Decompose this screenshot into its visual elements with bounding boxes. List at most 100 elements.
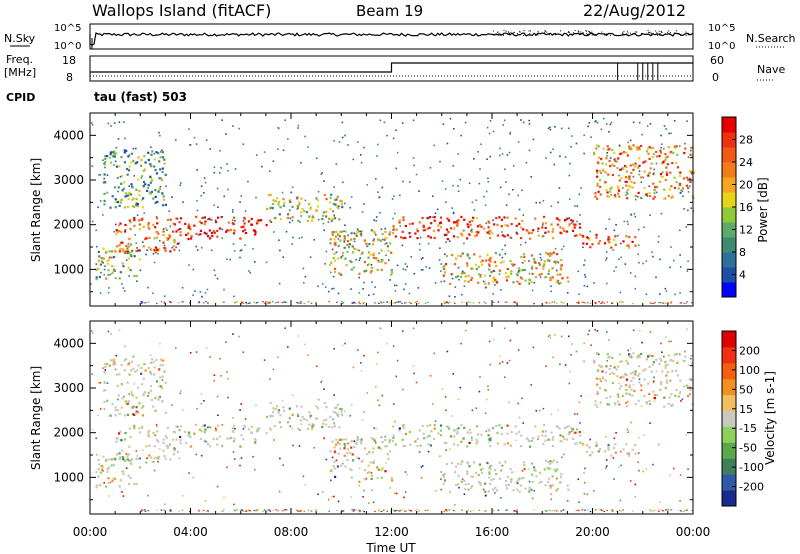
velocity-cell <box>494 469 497 472</box>
velocity-cell <box>433 352 435 355</box>
velocity-cell <box>478 481 481 484</box>
power-cell <box>659 173 663 176</box>
power-cell <box>96 245 98 248</box>
power-cell <box>395 284 398 287</box>
velocity-cell <box>137 457 140 460</box>
power-cell <box>588 238 591 241</box>
velocity-cell <box>613 446 616 449</box>
velocity-cell <box>296 509 299 511</box>
velocity-cell <box>622 376 625 379</box>
velocity-cell <box>445 409 447 411</box>
y-tick-label: 2000 <box>53 426 84 440</box>
velocity-cell <box>538 481 541 484</box>
velocity-cell <box>252 455 254 458</box>
velocity-cell <box>684 350 686 353</box>
power-cell <box>580 187 582 189</box>
velocity-cell <box>650 509 653 511</box>
power-cell <box>356 228 359 230</box>
power-cell <box>255 154 258 156</box>
velocity-cell <box>669 359 672 362</box>
power-cell <box>489 274 492 277</box>
velocity-cell <box>484 482 487 485</box>
velocity-cell <box>618 403 621 406</box>
power-cell <box>196 249 199 251</box>
power-cell <box>416 301 418 303</box>
power-cell <box>98 174 100 176</box>
power-cell <box>665 173 669 176</box>
velocity-cell <box>548 477 551 480</box>
power-cell <box>570 145 572 148</box>
power-cell <box>457 190 460 192</box>
velocity-cell <box>672 359 675 362</box>
power-cell <box>371 281 373 283</box>
power-cell <box>118 250 121 253</box>
velocity-cell <box>662 510 665 512</box>
power-cell <box>483 195 485 198</box>
velocity-cell <box>267 509 270 511</box>
power-cell <box>363 281 365 284</box>
power-cell <box>451 277 454 280</box>
power-cell <box>115 152 118 155</box>
velocity-cell <box>232 333 234 335</box>
velocity-cell <box>601 376 605 379</box>
power-cell <box>109 153 112 156</box>
velocity-cell <box>469 510 472 513</box>
power-cell <box>664 158 667 161</box>
velocity-cell <box>241 509 244 511</box>
velocity-cell <box>107 477 110 480</box>
velocity-cell <box>97 414 99 417</box>
power-cell <box>461 271 464 274</box>
power-cell <box>265 224 268 227</box>
velocity-cell <box>625 443 628 446</box>
power-cell <box>172 245 176 248</box>
velocity-cell <box>265 415 269 418</box>
power-cell <box>484 204 487 207</box>
power-cell <box>689 180 692 183</box>
velocity-cell <box>484 490 487 493</box>
velocity-cell <box>394 510 396 512</box>
power-cell <box>147 222 150 225</box>
power-cell <box>433 219 436 222</box>
power-cell <box>384 262 387 265</box>
power-cell <box>272 301 274 303</box>
power-cell <box>599 193 602 196</box>
velocity-cell <box>463 426 466 429</box>
power-cell <box>498 273 501 275</box>
power-cell <box>549 151 552 154</box>
velocity-cell <box>634 444 637 447</box>
velocity-cell <box>300 423 302 425</box>
power-cell <box>463 272 466 275</box>
velocity-cell <box>333 446 336 449</box>
power-cell <box>428 267 431 269</box>
power-cell <box>372 239 375 242</box>
power-cell <box>250 217 253 221</box>
power-cell <box>603 242 607 245</box>
power-cell <box>532 138 535 141</box>
power-cell <box>410 256 412 258</box>
power-cell <box>510 272 513 275</box>
velocity-cell <box>305 419 308 422</box>
power-cell <box>277 127 280 129</box>
power-cell <box>522 268 525 271</box>
power-cell <box>340 200 343 203</box>
power-cell <box>560 259 563 262</box>
velocity-cell <box>141 414 145 417</box>
nsearch-point <box>519 31 521 33</box>
power-cell <box>391 271 394 274</box>
velocity-cell <box>189 511 191 513</box>
velocity-cell <box>559 363 561 366</box>
nave-tick-top: 60 <box>710 54 724 67</box>
velocity-cell <box>648 403 652 406</box>
velocity-cell <box>587 509 589 511</box>
power-cell <box>606 145 609 148</box>
power-cell <box>671 162 674 165</box>
power-cell <box>614 160 616 163</box>
power-cell <box>427 301 429 304</box>
power-cell <box>362 288 364 290</box>
velocity-cell <box>376 476 379 479</box>
power-cell <box>446 238 449 241</box>
power-cell <box>282 198 285 201</box>
power-cell <box>385 242 388 244</box>
velocity-cell <box>449 448 451 450</box>
power-cell <box>477 281 480 284</box>
